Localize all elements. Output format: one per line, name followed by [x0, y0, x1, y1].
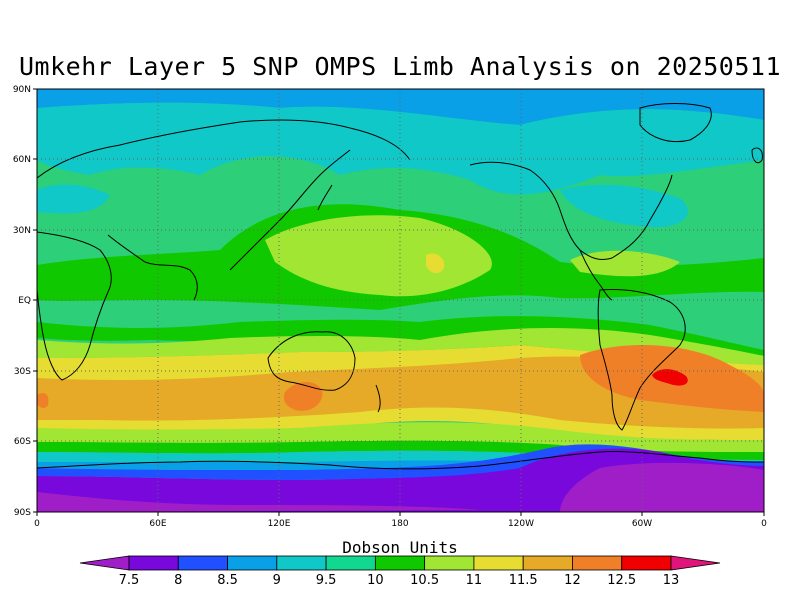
colorbar-label: 9.5	[316, 573, 337, 588]
coast-east-asia	[229, 149, 351, 271]
magenta-band-south	[37, 492, 480, 512]
coast-central-america	[579, 249, 613, 301]
lat-label-60n: 60N	[13, 155, 31, 165]
lon-label-0-east: 0	[761, 519, 767, 529]
coast-antarctica	[37, 451, 764, 470]
lat-label-90n: 90N	[13, 85, 31, 95]
lon-label-0: 0	[34, 519, 40, 529]
colorbar-title: Dobson Units	[342, 538, 458, 557]
colorbar-swatch	[177, 555, 228, 571]
light-green-southern-band	[37, 328, 764, 365]
magenta-blob-south	[560, 462, 764, 512]
orange-blob-west	[37, 393, 49, 408]
light-green-pacific-north	[265, 215, 492, 297]
arctic-band-blue	[37, 89, 764, 125]
lat-axis: 90N 60N 30N EQ 30S 60S 90S	[13, 85, 37, 518]
lon-label-120w: 120W	[508, 519, 534, 529]
colorbar-label: 12	[564, 573, 581, 588]
cyan-blob-east	[37, 184, 110, 214]
lon-label-120e: 120E	[268, 519, 291, 529]
coast-africa	[37, 231, 112, 381]
colorbar-swatch	[572, 555, 623, 571]
coast-arabia-india	[107, 234, 198, 301]
yellow-blob-pacific	[426, 253, 445, 274]
lat-label-90s: 90S	[14, 508, 31, 518]
lon-label-180: 180	[391, 519, 408, 529]
colorbar-label: 8.5	[217, 573, 238, 588]
colorbar-label: 7.5	[119, 573, 140, 588]
colorbar: 7.5 8 8.5 9 9.5 10 10.5 11 11.5 12 12.5 13	[79, 555, 721, 588]
coast-japan	[317, 184, 333, 211]
lon-label-60w: 60W	[632, 519, 652, 529]
colorbar-label: 13	[663, 573, 680, 588]
colorbar-swatch	[424, 555, 475, 571]
lat-label-30n: 30N	[13, 226, 31, 236]
coast-new-zealand	[375, 384, 381, 413]
chart-title: Umkehr Layer 5 SNP OMPS Limb Analysis on…	[18, 52, 781, 81]
lon-label-60e: 60E	[149, 519, 166, 529]
colorbar-label: 11	[466, 573, 483, 588]
red-blob	[652, 369, 688, 386]
colorbar-label: 9	[273, 573, 281, 588]
colorbar-label: 11.5	[509, 573, 538, 588]
coast-britain	[751, 147, 763, 164]
colorbar-swatch	[325, 555, 376, 571]
colorbar-arrow-high	[670, 555, 721, 571]
colorbar-swatch	[374, 555, 426, 571]
lat-label-60s: 60S	[14, 437, 31, 447]
cyan-blob-atlantic	[560, 184, 688, 228]
coast-europe-asia-north	[37, 119, 411, 179]
colorbar-swatch	[522, 555, 573, 571]
orange-blob-australia	[283, 381, 323, 411]
colorbar-swatch	[473, 555, 524, 571]
lat-label-eq: EQ	[18, 296, 31, 306]
colorbar-swatch	[621, 555, 672, 571]
colorbar-swatch	[227, 555, 278, 571]
colorbar-swatch	[276, 555, 327, 571]
coastlines	[37, 103, 764, 470]
light-green-atlantic	[570, 250, 680, 277]
colorbar-label: 10.5	[410, 573, 439, 588]
orange-light-band	[37, 356, 764, 429]
colorbar-arrow-low	[79, 555, 130, 571]
coast-greenland	[639, 103, 712, 143]
gridlines	[37, 89, 764, 512]
coast-australia	[267, 331, 356, 391]
lon-axis: 0 60E 120E 180 120W 60W 0	[34, 512, 767, 529]
colorbar-swatch	[128, 555, 179, 571]
coast-south-america	[597, 289, 686, 431]
colorbar-label: 12.5	[607, 573, 636, 588]
lat-label-30s: 30S	[14, 367, 31, 377]
colorbar-label: 8	[174, 573, 182, 588]
contour-field	[37, 89, 764, 512]
colorbar-label: 10	[367, 573, 384, 588]
